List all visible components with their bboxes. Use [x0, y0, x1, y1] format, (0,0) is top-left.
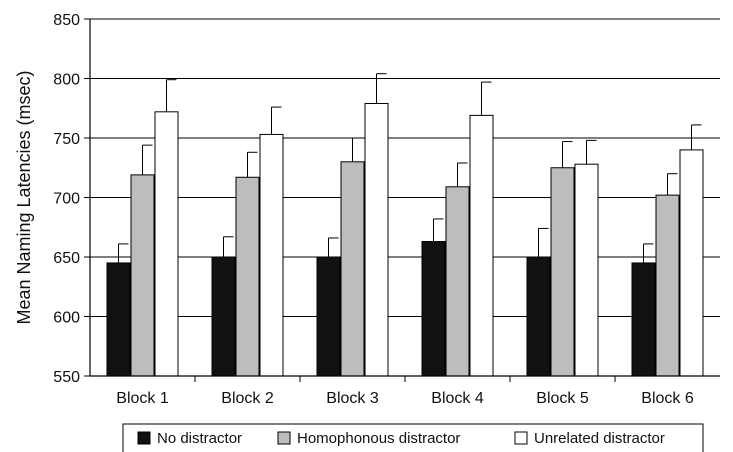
y-tick-label: 650 — [53, 250, 80, 267]
legend-label: Unrelated distractor — [534, 430, 665, 447]
y-tick-label: 700 — [53, 191, 80, 208]
x-tick-label: Block 3 — [326, 390, 379, 407]
y-axis-title: Mean Naming Latencies (msec) — [14, 70, 34, 324]
y-tick-label: 800 — [53, 72, 80, 89]
y-tick-label: 750 — [53, 131, 80, 148]
bar-unrelated-distractor — [364, 102, 389, 377]
bar-unrelated-distractor — [679, 149, 704, 377]
x-tick-labels: Block 1 Block 2 Block 3 Block 4 Block 5 Block… — [116, 390, 694, 407]
bar-no-distractor — [106, 262, 131, 377]
y-tick-labels: 550 600 650 700 750 800 850 — [53, 12, 80, 386]
y-tick-label: 550 — [53, 369, 80, 386]
bar-homophonous-distractor — [130, 174, 155, 377]
legend: No distractor Homophonous distractor Unrel… — [122, 423, 704, 452]
bars — [106, 102, 704, 377]
y-tick-label: 600 — [53, 310, 80, 327]
axes — [84, 18, 720, 382]
bar-no-distractor — [316, 256, 341, 377]
error-bars — [118, 73, 702, 263]
x-tick-label: Block 5 — [536, 390, 589, 407]
bar-unrelated-distractor — [469, 114, 494, 377]
x-tick-label: Block 6 — [641, 390, 694, 407]
bar-unrelated-distractor — [154, 111, 179, 377]
gridlines — [90, 18, 720, 317]
bar-homophonous-distractor — [655, 194, 680, 377]
x-tick-label: Block 2 — [221, 390, 274, 407]
x-tick-label: Block 4 — [431, 390, 484, 407]
bar-unrelated-distractor — [574, 163, 599, 377]
legend-box — [122, 423, 704, 452]
legend-label: No distractor — [157, 430, 242, 447]
legend-swatch — [514, 431, 528, 445]
legend-label: Homophonous distractor — [297, 430, 460, 447]
bar-unrelated-distractor — [259, 133, 284, 377]
legend-swatch — [137, 431, 151, 445]
bar-no-distractor — [526, 256, 551, 377]
bar-no-distractor — [631, 262, 656, 377]
legend-swatch — [277, 431, 291, 445]
bar-no-distractor — [421, 241, 446, 377]
bar-homophonous-distractor — [445, 186, 470, 377]
bar-homophonous-distractor — [340, 161, 365, 377]
y-tick-label: 850 — [53, 12, 80, 29]
bar-homophonous-distractor — [550, 167, 575, 377]
bar-no-distractor — [211, 256, 236, 377]
bar-homophonous-distractor — [235, 176, 260, 377]
x-tick-label: Block 1 — [116, 390, 169, 407]
